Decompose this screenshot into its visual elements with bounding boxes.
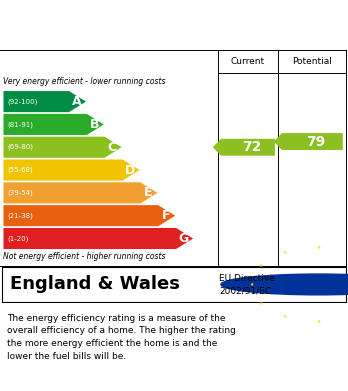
- Text: ★: ★: [259, 301, 263, 305]
- Text: F: F: [161, 209, 170, 222]
- Text: The energy efficiency rating is a measure of the
overall efficiency of a home. T: The energy efficiency rating is a measur…: [7, 314, 236, 361]
- Polygon shape: [213, 139, 275, 156]
- Text: ★: ★: [259, 264, 263, 268]
- Polygon shape: [3, 182, 157, 203]
- Text: (81-91): (81-91): [8, 121, 34, 128]
- Text: ★: ★: [316, 319, 321, 324]
- Text: 79: 79: [306, 135, 325, 149]
- Text: Current: Current: [231, 57, 265, 66]
- Polygon shape: [3, 114, 104, 135]
- Polygon shape: [3, 137, 122, 158]
- Text: Potential: Potential: [292, 57, 332, 66]
- Text: ★: ★: [283, 314, 287, 319]
- Text: Not energy efficient - higher running costs: Not energy efficient - higher running co…: [3, 252, 166, 261]
- Text: ★: ★: [316, 245, 321, 250]
- Text: (92-100): (92-100): [8, 99, 38, 105]
- Text: (1-20): (1-20): [8, 235, 29, 242]
- Text: (55-68): (55-68): [8, 167, 33, 173]
- Text: (69-80): (69-80): [8, 144, 34, 151]
- Text: Energy Efficiency Rating: Energy Efficiency Rating: [10, 20, 220, 35]
- Text: (21-38): (21-38): [8, 212, 33, 219]
- Text: G: G: [179, 232, 189, 245]
- Text: ★: ★: [283, 250, 287, 255]
- Text: (39-54): (39-54): [8, 190, 33, 196]
- Text: E: E: [144, 187, 152, 199]
- Text: EU Directive
2002/91/EC: EU Directive 2002/91/EC: [219, 274, 275, 295]
- Polygon shape: [3, 160, 140, 181]
- Polygon shape: [3, 228, 193, 249]
- Circle shape: [221, 274, 348, 295]
- Text: Very energy efficient - lower running costs: Very energy efficient - lower running co…: [3, 77, 166, 86]
- Text: ★: ★: [250, 282, 254, 287]
- Text: 72: 72: [242, 140, 261, 154]
- Polygon shape: [3, 91, 86, 112]
- Text: C: C: [108, 141, 117, 154]
- Text: B: B: [90, 118, 99, 131]
- Polygon shape: [274, 133, 343, 150]
- Text: England & Wales: England & Wales: [10, 275, 180, 294]
- Text: A: A: [72, 95, 81, 108]
- Text: D: D: [125, 163, 135, 177]
- Polygon shape: [3, 205, 175, 226]
